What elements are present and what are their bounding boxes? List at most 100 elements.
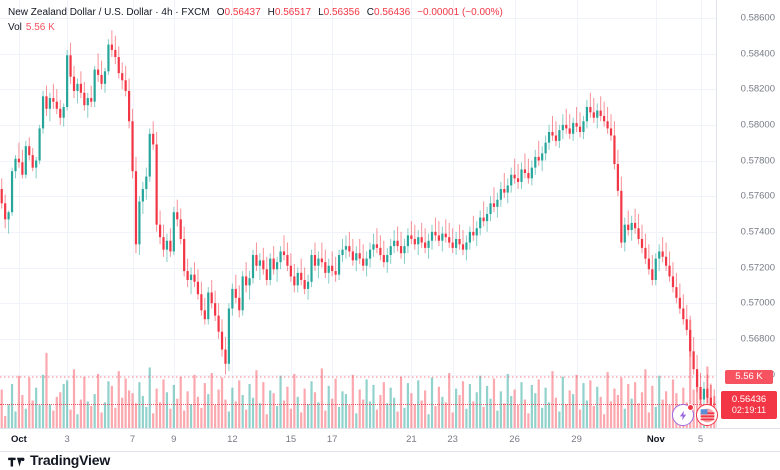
volume-bar: [561, 376, 564, 428]
candle-body: [420, 237, 423, 243]
volume-bar: [372, 384, 375, 428]
lightning-bolt-icon[interactable]: [672, 404, 694, 426]
price-axis-tick: 0.57400: [740, 226, 775, 238]
volume-bar: [0, 389, 3, 428]
volume-bar: [362, 399, 365, 428]
gridline-h: [0, 196, 716, 198]
candle-body: [306, 281, 310, 289]
candle-body: [121, 73, 124, 81]
candle-body: [224, 349, 227, 364]
candle-body: [141, 189, 144, 202]
volume-value-badge[interactable]: 5.56 K: [725, 370, 773, 384]
volume-bar: [72, 369, 76, 428]
volume-bar: [117, 371, 120, 428]
time-axis-tick: 7: [129, 434, 136, 445]
chart-plot-area[interactable]: [0, 0, 716, 428]
alert-dot-icon: [687, 404, 694, 411]
volume-bar: [296, 396, 299, 428]
candle-body: [389, 246, 392, 256]
candle-body: [17, 158, 21, 163]
volume-bar: [138, 382, 141, 428]
time-axis-separator: [0, 428, 780, 429]
volume-bar: [41, 374, 45, 428]
price-axis-tick: 0.58200: [740, 83, 775, 95]
volume-bar: [479, 375, 482, 428]
volume-bar: [530, 384, 533, 428]
current-price-badge[interactable]: 0.56436 02:19:11: [721, 390, 777, 419]
candle-body: [296, 272, 299, 286]
candle-body: [172, 212, 175, 252]
gridline-h: [0, 124, 716, 126]
volume-bar: [327, 385, 330, 428]
candle-body: [382, 255, 385, 263]
candle-body: [424, 242, 427, 248]
candle-body: [45, 96, 48, 109]
volume-bar: [406, 383, 410, 428]
candle-body: [293, 276, 296, 286]
candle-body: [203, 310, 206, 320]
candle-body: [162, 237, 165, 250]
candle-body: [444, 233, 447, 238]
volume-bar: [341, 391, 344, 428]
candle-body: [138, 201, 141, 245]
volume-bar: [10, 384, 14, 428]
candle-body: [183, 238, 186, 272]
candle-body: [231, 288, 234, 309]
volume-bar: [572, 394, 575, 428]
tradingview-branding[interactable]: TradingView: [8, 452, 110, 468]
volume-bar: [176, 398, 179, 428]
candle-body: [21, 162, 24, 175]
volume-bar: [358, 389, 361, 428]
candle-body: [62, 107, 65, 118]
candle-body: [196, 281, 200, 295]
candle-body: [317, 258, 320, 266]
volume-bar: [172, 384, 175, 428]
time-axis-tick: 12: [227, 434, 238, 445]
candle-body: [537, 156, 540, 161]
candle-body: [351, 251, 354, 261]
volume-bar: [124, 378, 127, 428]
volume-bar: [110, 385, 113, 428]
candle-body: [66, 55, 69, 107]
volume-bar: [640, 392, 644, 428]
volume-bar: [513, 389, 516, 428]
candle-body: [427, 240, 430, 248]
candle-body: [48, 98, 52, 109]
volume-bar: [141, 395, 144, 428]
volume-bar: [303, 388, 306, 428]
volume-bar: [420, 400, 423, 428]
candle-body: [86, 98, 89, 106]
candle-body: [578, 126, 582, 132]
gridline-v: [411, 0, 413, 428]
volume-bar: [630, 398, 633, 428]
candle-body: [59, 108, 62, 118]
volume-bar: [45, 352, 48, 428]
volume-bar: [207, 394, 210, 428]
volume-bar: [313, 392, 317, 428]
volume-bar: [251, 397, 255, 428]
candle-body: [530, 167, 533, 179]
volume-bar: [489, 398, 492, 428]
gridline-v: [332, 0, 334, 428]
time-axis-tick: 26: [509, 434, 520, 445]
candle-body: [396, 240, 399, 247]
price-axis[interactable]: 0.58600 0.58400 0.58200 0.58000 0.57800 0.576…: [717, 0, 780, 428]
candle-body: [220, 331, 224, 350]
candle-body: [458, 238, 461, 245]
candle-body: [7, 212, 10, 220]
volume-bar: [241, 395, 244, 428]
time-axis[interactable]: Oct 3 7 9 12 15 17 21 23 26 29 Nov 5: [0, 429, 716, 451]
volume-bar: [220, 377, 224, 428]
volume-bar: [227, 411, 231, 428]
candle-body: [606, 121, 609, 129]
volume-bar: [554, 397, 558, 428]
volume-bar: [499, 391, 502, 428]
candle-body: [448, 237, 451, 243]
volume-bar: [79, 399, 82, 428]
us-flag-icon[interactable]: [696, 404, 718, 426]
volume-bar: [651, 385, 654, 428]
candle-body: [630, 222, 633, 231]
price-axis-tick: 0.57000: [740, 297, 775, 309]
candle-body: [52, 98, 55, 102]
candle-body: [596, 110, 599, 118]
